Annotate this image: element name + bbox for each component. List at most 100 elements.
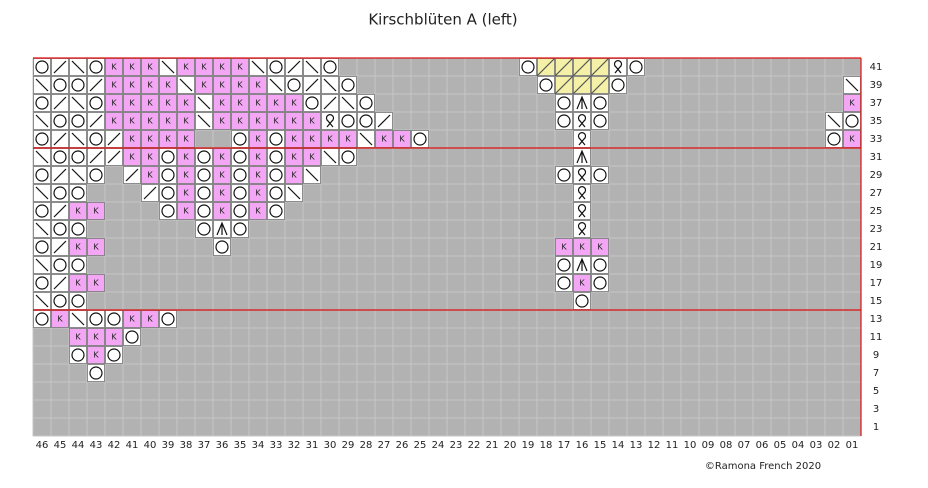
stitch-cell <box>69 184 87 202</box>
ssk <box>71 132 85 146</box>
knit-symbol: K <box>561 243 567 252</box>
stitch-cell <box>51 112 69 130</box>
stitch-cell <box>69 148 87 166</box>
stitch-cell: K <box>249 148 267 166</box>
stitch-cell: K <box>159 76 177 94</box>
stitch-cell <box>573 166 591 184</box>
stitch-cell <box>357 130 375 148</box>
column-label: 31 <box>306 440 319 451</box>
stitch-cell <box>33 130 51 148</box>
stitch-cell: K <box>339 130 357 148</box>
yarn-over <box>35 276 49 290</box>
stitch-cell: K <box>393 130 411 148</box>
stitch-cell <box>573 184 591 202</box>
stitch-cell: K <box>267 112 285 130</box>
stitch-cell <box>69 112 87 130</box>
stitch-cell <box>159 184 177 202</box>
column-label: 14 <box>612 440 625 451</box>
stitch-cell <box>105 130 123 148</box>
knit-symbol: K <box>291 99 297 108</box>
column-label: 15 <box>594 440 607 451</box>
k2tog <box>53 168 67 182</box>
stitch-cell <box>825 112 843 130</box>
stitch-cell: K <box>87 346 105 364</box>
stitch-cell <box>267 76 285 94</box>
twisted-stitch <box>325 114 335 128</box>
column-label: 22 <box>468 440 481 451</box>
stitch-cell <box>195 148 213 166</box>
cell <box>573 184 591 202</box>
stitch-cell: K <box>213 166 231 184</box>
stitch-cell <box>105 346 123 364</box>
column-label: 30 <box>324 440 337 451</box>
double-decrease <box>576 257 588 272</box>
stitch-cell: K <box>213 94 231 112</box>
twisted-stitch <box>577 186 587 200</box>
yarn-over <box>359 96 373 110</box>
cell <box>213 184 231 202</box>
stitch-cell: K <box>285 148 303 166</box>
cell <box>87 274 105 292</box>
knit-symbol: K <box>291 117 297 126</box>
yarn-over <box>413 132 427 146</box>
stitch-cell: K <box>177 184 195 202</box>
stitch-cell <box>51 184 69 202</box>
stitch-cell <box>69 130 87 148</box>
stitch-cell <box>267 148 285 166</box>
yarn-over <box>305 96 319 110</box>
yarn-over <box>53 222 67 236</box>
knit-symbol: K <box>183 99 189 108</box>
stitch-cell <box>51 274 69 292</box>
column-label: 43 <box>90 440 103 451</box>
yarn-over <box>71 150 85 164</box>
knit-symbol: K <box>219 81 225 90</box>
stitch-cell: K <box>141 130 159 148</box>
stitch-cell <box>33 76 51 94</box>
cell <box>249 94 267 112</box>
stitch-cell <box>303 58 321 76</box>
row-label: 15 <box>870 296 883 307</box>
stitch-cell: K <box>87 274 105 292</box>
cell <box>285 94 303 112</box>
yarn-over <box>557 96 571 110</box>
k2tog <box>53 204 67 218</box>
column-label: 29 <box>342 440 355 451</box>
ssk <box>197 96 211 110</box>
stitch-cell: K <box>123 130 141 148</box>
knit-symbol: K <box>129 117 135 126</box>
knit-symbol: K <box>291 171 297 180</box>
cell <box>285 112 303 130</box>
yarn-over <box>269 60 283 74</box>
column-label: 36 <box>216 440 229 451</box>
stitch-cell <box>141 184 159 202</box>
stitch-cell <box>33 202 51 220</box>
cell <box>267 112 285 130</box>
column-label: 28 <box>360 440 373 451</box>
stitch-cell <box>51 58 69 76</box>
stitch-cell: K <box>267 94 285 112</box>
stitch-cell <box>231 148 249 166</box>
stitch-cell: K <box>141 148 159 166</box>
stitch-cell <box>321 112 339 130</box>
knit-symbol: K <box>291 135 297 144</box>
knit-symbol: K <box>129 81 135 90</box>
stitch-cell <box>69 58 87 76</box>
twisted-stitch <box>577 114 587 128</box>
yarn-over <box>233 168 247 182</box>
knit-symbol: K <box>129 135 135 144</box>
column-label: 45 <box>54 440 67 451</box>
yarn-over <box>161 186 175 200</box>
stitch-cell <box>87 310 105 328</box>
stitch-cell: K <box>249 166 267 184</box>
stitch-cell <box>87 112 105 130</box>
knit-symbol: K <box>75 279 81 288</box>
stitch-cell <box>69 256 87 274</box>
yarn-over <box>35 312 49 326</box>
cell <box>159 94 177 112</box>
stitch-cell: K <box>177 58 195 76</box>
copyright: ©Ramona French 2020 <box>705 461 821 472</box>
yarn-over <box>89 366 103 380</box>
cell <box>213 76 231 94</box>
knit-symbol: K <box>165 117 171 126</box>
k2tog <box>107 132 121 146</box>
